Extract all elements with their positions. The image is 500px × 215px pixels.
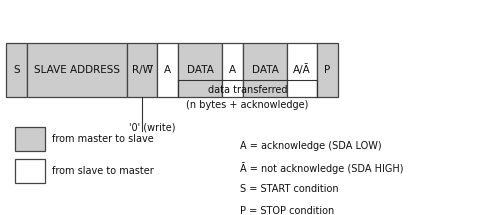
Bar [15, 127, 45, 150]
Text: DATA: DATA [186, 65, 214, 75]
Text: R/W̅: R/W̅ [132, 65, 152, 75]
Text: A = acknowledge (SDA LOW): A = acknowledge (SDA LOW) [240, 141, 382, 151]
Text: A: A [164, 65, 171, 75]
Text: from slave to master: from slave to master [52, 166, 154, 176]
Text: (n bytes + acknowledge): (n bytes + acknowledge) [186, 100, 308, 110]
Bar [317, 43, 338, 97]
Bar [178, 43, 222, 97]
Text: S = START condition: S = START condition [240, 184, 338, 194]
Text: from master to slave: from master to slave [52, 134, 154, 144]
Text: data transferred: data transferred [208, 85, 287, 95]
Bar [222, 43, 243, 97]
Bar [27, 43, 127, 97]
Text: A/Ā: A/Ā [293, 64, 311, 75]
Bar [287, 43, 317, 97]
Text: A: A [229, 65, 236, 75]
Bar [127, 43, 157, 97]
Text: Ā = not acknowledge (SDA HIGH): Ā = not acknowledge (SDA HIGH) [240, 162, 404, 174]
Text: P = STOP condition: P = STOP condition [240, 206, 334, 215]
Bar [243, 43, 287, 97]
Text: SLAVE ADDRESS: SLAVE ADDRESS [34, 65, 120, 75]
Bar [6, 43, 27, 97]
Bar [157, 43, 178, 97]
Bar [15, 159, 45, 183]
Text: S: S [13, 65, 20, 75]
Text: DATA: DATA [252, 65, 278, 75]
Text: P: P [324, 65, 330, 75]
Text: '0' (write): '0' (write) [129, 123, 176, 133]
